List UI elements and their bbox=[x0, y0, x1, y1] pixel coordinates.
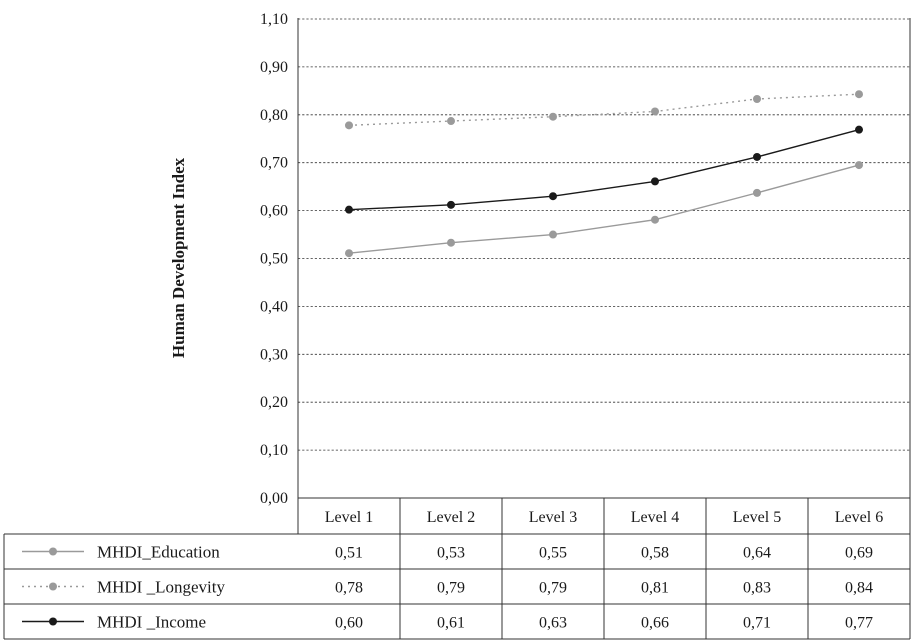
table-cell-value: 0,58 bbox=[641, 545, 669, 562]
legend-key-marker bbox=[49, 547, 57, 556]
data-point bbox=[651, 177, 659, 186]
y-tick-label: 0,10 bbox=[260, 442, 288, 459]
series-lines bbox=[345, 90, 863, 258]
data-point bbox=[753, 188, 761, 197]
data-point bbox=[549, 192, 557, 201]
legend-key-marker bbox=[49, 617, 57, 626]
table-cell-value: 0,53 bbox=[437, 545, 465, 562]
table-cell-value: 0,77 bbox=[845, 615, 873, 632]
y-tick-label: 0,50 bbox=[260, 251, 288, 268]
table-cell-value: 0,55 bbox=[539, 545, 567, 562]
data-point bbox=[345, 205, 353, 214]
table-cell-value: 0,64 bbox=[743, 545, 771, 562]
table-cell-value: 0,69 bbox=[845, 545, 873, 562]
table-cell-value: 0,79 bbox=[539, 580, 567, 597]
data-point bbox=[447, 238, 455, 247]
table-cell-value: 0,71 bbox=[743, 615, 771, 632]
table-cell-value: 0,81 bbox=[641, 580, 669, 597]
x-tick-label: Level 2 bbox=[427, 509, 475, 526]
data-point bbox=[855, 161, 863, 170]
table-cell-value: 0,63 bbox=[539, 615, 567, 632]
x-tick-label: Level 3 bbox=[529, 509, 577, 526]
data-point bbox=[549, 230, 557, 239]
y-tick-label: 0,70 bbox=[260, 155, 288, 172]
data-point bbox=[651, 107, 659, 116]
table-cell-value: 0,79 bbox=[437, 580, 465, 597]
legend-entry: MHDI _Longevity bbox=[97, 578, 225, 597]
x-tick-label: Level 5 bbox=[733, 509, 781, 526]
x-tick-label: Level 4 bbox=[631, 509, 679, 526]
data-table: Level 1 Level 2 Level 3 Level 4 Level 5 Level… bbox=[3, 498, 910, 640]
y-tick-labels: 0,00 0,10 0,20 0,30 0,40 0,50 0,60 0,70 0,80 0,90… bbox=[260, 11, 288, 507]
table-cell-value: 0,51 bbox=[335, 545, 363, 562]
y-tick-label: 0,60 bbox=[260, 203, 288, 220]
series-line bbox=[348, 128, 860, 211]
table-cell-value: 0,83 bbox=[743, 580, 771, 597]
legend-entry: MHDI _Income bbox=[97, 613, 206, 632]
series-line bbox=[348, 164, 860, 254]
data-point bbox=[753, 152, 761, 161]
data-point bbox=[447, 200, 455, 209]
table-cell-value: 0,78 bbox=[335, 580, 363, 597]
x-tick-label: Level 6 bbox=[835, 509, 883, 526]
table-cell-value: 0,60 bbox=[335, 615, 363, 632]
table-cell-value: 0,66 bbox=[641, 615, 669, 632]
data-point bbox=[549, 112, 557, 121]
gridlines bbox=[298, 18, 910, 451]
legend-entry: MHDI_Education bbox=[97, 543, 220, 562]
y-tick-label: 0,30 bbox=[260, 346, 288, 363]
data-point bbox=[345, 121, 353, 130]
data-point bbox=[855, 90, 863, 99]
legend-key-marker bbox=[49, 582, 57, 591]
data-point bbox=[855, 125, 863, 134]
x-tick-label: Level 1 bbox=[325, 509, 373, 526]
data-point bbox=[447, 117, 455, 126]
table-cell-value: 0,61 bbox=[437, 615, 465, 632]
y-tick-label: 0,00 bbox=[260, 490, 288, 507]
table-cell-value: 0,84 bbox=[845, 580, 873, 597]
data-point bbox=[345, 249, 353, 258]
data-point bbox=[753, 94, 761, 103]
y-axis-label: Human Development Index bbox=[169, 157, 188, 358]
y-tick-label: 0,80 bbox=[260, 107, 288, 124]
y-tick-label: 0,20 bbox=[260, 394, 288, 411]
y-tick-label: 1,10 bbox=[260, 11, 288, 28]
data-point bbox=[651, 215, 659, 224]
y-tick-label: 0,90 bbox=[260, 59, 288, 76]
y-tick-label: 0,40 bbox=[260, 298, 288, 315]
series-line bbox=[348, 93, 860, 127]
